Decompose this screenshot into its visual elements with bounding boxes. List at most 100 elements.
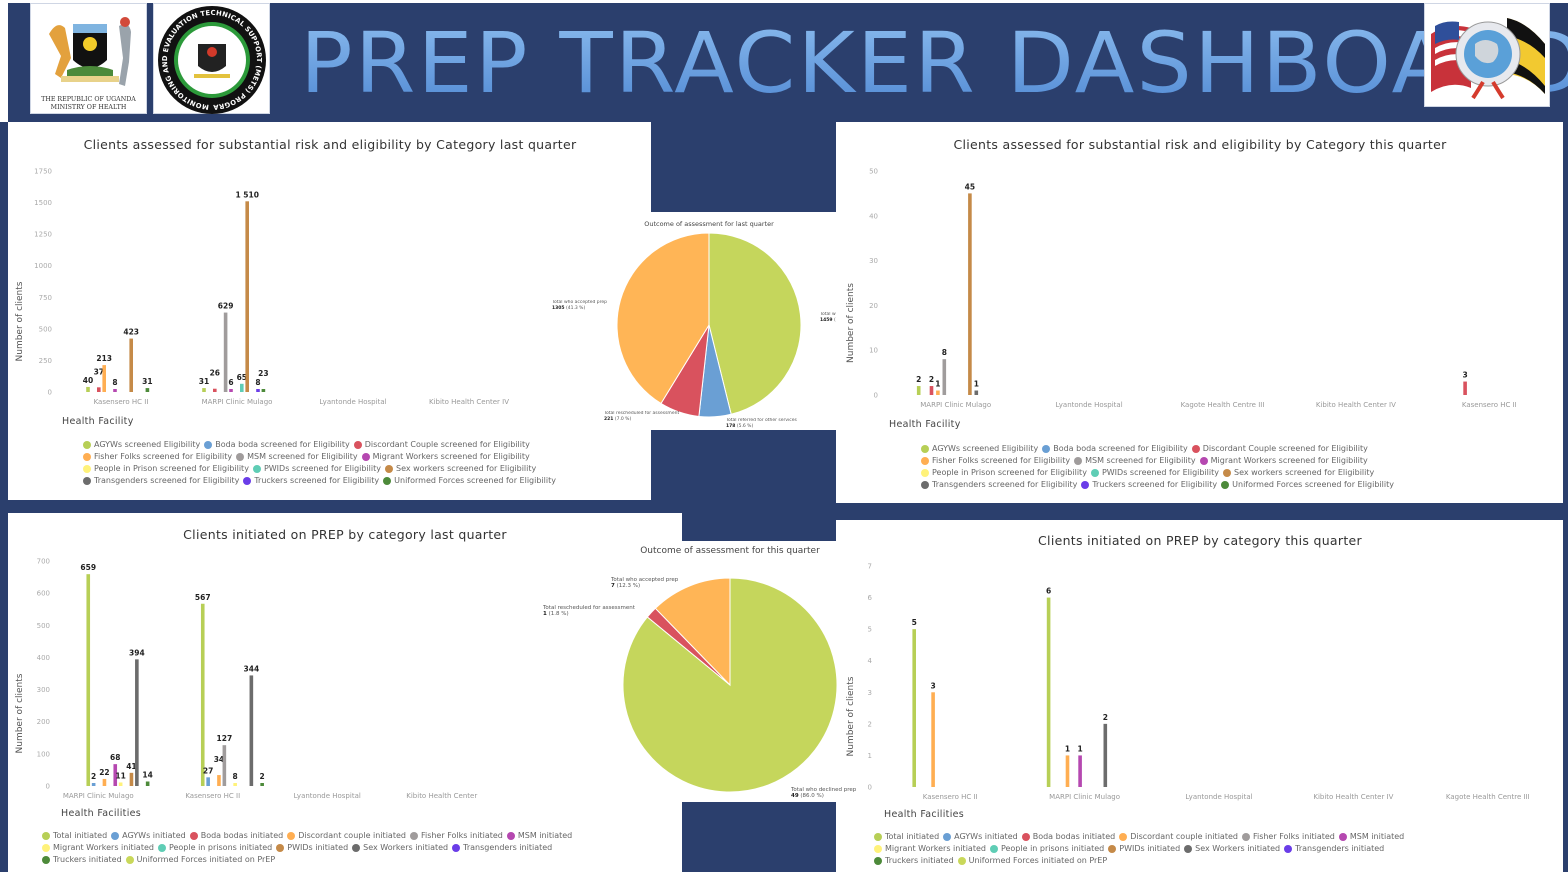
legend-item[interactable]: MSM screened for Eligibility: [236, 451, 358, 463]
legend-dot-icon: [1042, 445, 1051, 453]
legend-item[interactable]: Sex workers screened for Eligibility: [1223, 467, 1374, 479]
data-label: 31: [199, 377, 209, 386]
legend-item[interactable]: Fisher Folks screened for Eligibility: [83, 451, 232, 463]
legend-item[interactable]: People in prisons initiated: [157, 842, 272, 854]
legend-item[interactable]: Uniformed Forces initiated on PrEP: [957, 855, 1107, 867]
legend-item[interactable]: Total initiated: [42, 830, 107, 842]
bar-truckers-initiated: [145, 781, 150, 786]
legend-item[interactable]: Truckers screened for Eligibility: [1081, 479, 1217, 491]
legend-label: AGYWs initiated: [954, 832, 1018, 841]
legend-dot-icon: [1021, 833, 1030, 841]
legend-item[interactable]: Discordant couple initiated: [287, 830, 406, 842]
data-label: 14: [142, 771, 152, 780]
legend-item[interactable]: PWIDs screened for Eligibility: [1090, 467, 1219, 479]
legend-item[interactable]: PWIDs initiated: [276, 842, 348, 854]
x-tick-label: Kagote Health Centre III: [1181, 401, 1265, 409]
legend-item[interactable]: MSM initiated: [1338, 831, 1404, 843]
legend-item[interactable]: Migrant Workers screened for Eligibility: [1199, 455, 1368, 467]
bar-msm-screened-for-eligibility: [223, 312, 228, 392]
legend-item[interactable]: AGYWs initiated: [943, 831, 1018, 843]
legend-item[interactable]: AGYWs initiated: [111, 830, 186, 842]
legend-dot-icon: [921, 469, 929, 477]
x-tick-label: Kibito Health Center IV: [1313, 793, 1393, 801]
legend-item[interactable]: Transgenders screened for Eligibility: [83, 475, 239, 487]
legend-item[interactable]: Fisher Folks initiated: [409, 830, 503, 842]
data-label: 40: [83, 376, 93, 385]
legend-label: MSM initiated: [517, 831, 573, 840]
data-label: 41: [126, 762, 136, 771]
legend-item[interactable]: Boda boda screened for Eligibility: [204, 439, 350, 451]
legend-item[interactable]: People in Prison screened for Eligibilit…: [921, 467, 1087, 479]
legend-item[interactable]: Transgenders initiated: [452, 842, 552, 854]
y-tick-label: 0: [48, 389, 52, 397]
legend-item[interactable]: Migrant Workers initiated: [874, 843, 986, 855]
pie-data-label: Total rescheduled for assessment 1 (1.8 %…: [543, 605, 635, 617]
data-label: 34: [214, 755, 224, 764]
bar-agyws-screened-eligibility: [86, 386, 90, 392]
bar-discordant-couple-screened-for-eligibility: [1463, 381, 1467, 395]
legend-item[interactable]: Discordant Couple screened for Eligibili…: [353, 439, 530, 451]
legend-dot-icon: [385, 465, 393, 473]
legend-item[interactable]: Sex Workers initiated: [1184, 843, 1280, 855]
legend-label: Uniformed Forces screened for Eligibilit…: [394, 476, 556, 485]
legend-item[interactable]: Truckers initiated: [42, 854, 122, 866]
legend-dot-icon: [189, 832, 198, 840]
bar-transgenders-screened-for-eligibility: [974, 390, 979, 395]
legend-item[interactable]: People in prisons initiated: [989, 843, 1104, 855]
legend-item[interactable]: PWIDs initiated: [1108, 843, 1180, 855]
legend-item[interactable]: Migrant Workers screened for Eligibility: [361, 451, 530, 463]
mets-seal-icon: MONITORING AND EVALUATION TECHNICAL SUPP…: [151, 0, 266, 114]
legend-dot-icon: [1223, 469, 1231, 477]
legend-label: Total initiated: [885, 832, 940, 841]
x-tick-label: Kibito Health Center IV: [1316, 401, 1396, 409]
legend-item[interactable]: AGYWs screened Eligibility: [921, 443, 1038, 455]
legend-item[interactable]: Truckers initiated: [874, 855, 954, 867]
legend-label: People in Prison screened for Eligibilit…: [932, 468, 1087, 477]
bar-sex-workers-screened-for-eligibility: [245, 201, 249, 392]
bar-agyws-initiated: [91, 783, 96, 786]
legend-item[interactable]: Boda bodas initiated: [189, 830, 283, 842]
y-tick-label: 1250: [34, 231, 52, 239]
legend-label: Discordant couple initiated: [298, 831, 406, 840]
legend-label: AGYWs screened Eligibility: [94, 440, 201, 449]
partner-logo: [1424, 3, 1550, 107]
legend-item[interactable]: Sex Workers initiated: [352, 842, 448, 854]
legend-label: PWIDs screened for Eligibility: [263, 464, 381, 473]
legend-label: Sex workers screened for Eligibility: [396, 464, 537, 473]
legend-item[interactable]: MSM initiated: [506, 830, 573, 842]
legend-item[interactable]: AGYWs screened Eligibility: [83, 439, 200, 451]
bar-pwids-screened-for-eligibility: [240, 383, 244, 392]
legend-item[interactable]: People in Prison screened for Eligibilit…: [83, 463, 249, 475]
legend-dot-icon: [83, 477, 91, 485]
legend-item[interactable]: Uniformed Forces initiated on PrEP: [125, 854, 275, 866]
y-tick-label: 40: [869, 212, 878, 220]
legend-item[interactable]: Uniformed Forces screened for Eligibilit…: [1221, 479, 1394, 491]
legend-item[interactable]: Migrant Workers initiated: [42, 842, 154, 854]
legend-item[interactable]: Uniformed Forces screened for Eligibilit…: [383, 475, 556, 487]
legend-item[interactable]: Fisher Folks initiated: [1241, 831, 1335, 843]
legend-item[interactable]: Discordant Couple screened for Eligibili…: [1191, 443, 1368, 455]
legend-dot-icon: [943, 833, 952, 841]
x-tick-label: Lyantonde Hospital: [294, 792, 361, 800]
legend-item[interactable]: Boda bodas initiated: [1021, 831, 1115, 843]
legend-dot-icon: [252, 465, 261, 473]
legend-item[interactable]: Total initiated: [874, 831, 939, 843]
legend-item[interactable]: Truckers screened for Eligibility: [243, 475, 379, 487]
bar-uniformed-forces-screened-for-eligibility: [261, 389, 266, 392]
legend-item[interactable]: Sex workers screened for Eligibility: [385, 463, 536, 475]
legend-label: Migrant Workers initiated: [885, 844, 986, 853]
legend-item[interactable]: Transgenders initiated: [1284, 843, 1384, 855]
legend-dot-icon: [287, 832, 296, 840]
bar-total-initiated: [86, 574, 91, 786]
y-tick-label: 1500: [34, 199, 52, 207]
legend-item[interactable]: Fisher Folks screened for Eligibility: [921, 455, 1070, 467]
bar-sex-workers-screened-for-eligibility: [968, 193, 972, 395]
legend-item[interactable]: Transgenders screened for Eligibility: [921, 479, 1077, 491]
legend-item[interactable]: MSM screened for Eligibility: [1074, 455, 1196, 467]
legend-dot-icon: [243, 477, 252, 485]
legend-item[interactable]: PWIDs screened for Eligibility: [252, 463, 381, 475]
data-label: 37: [94, 367, 104, 376]
legend-item[interactable]: Boda boda screened for Eligibility: [1042, 443, 1188, 455]
legend-item[interactable]: Discordant couple initiated: [1119, 831, 1238, 843]
chart-title: Clients initiated on PREP by category la…: [183, 527, 507, 542]
